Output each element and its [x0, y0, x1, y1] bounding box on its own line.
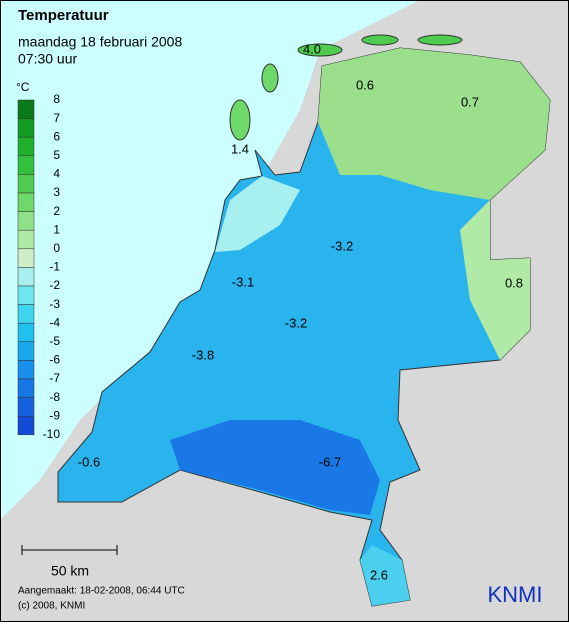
east-zone [460, 200, 530, 360]
title: Temperatuur [18, 7, 109, 24]
copyright: (c) 2008, KNMI [18, 601, 85, 612]
logo: KNMI [488, 582, 543, 607]
legend-label: -3 [49, 297, 60, 311]
legend-label: 7 [53, 111, 60, 125]
legend-label: 6 [53, 129, 60, 143]
legend-label: 2 [53, 204, 60, 218]
legend-swatch [17, 248, 35, 268]
legend-swatch [17, 378, 35, 398]
map-label: -6.7 [319, 454, 341, 469]
cool-zone [215, 176, 300, 252]
legend-label: 3 [53, 185, 60, 199]
legend-swatch [17, 267, 35, 287]
legend-label: -2 [49, 278, 60, 292]
labels: Temperatuur maandag 18 februari 2008 07:… [16, 7, 543, 612]
legend-swatch [17, 136, 35, 157]
map-label: 0.7 [461, 94, 479, 109]
island [229, 99, 251, 141]
map-label: -3.1 [232, 274, 254, 289]
time: 07:30 uur [18, 51, 77, 67]
legend-label: -1 [49, 260, 60, 274]
legend-label: -6 [49, 353, 60, 367]
legend-label: 8 [53, 92, 60, 106]
map-label: -3.2 [331, 238, 353, 253]
warm-zone [318, 48, 550, 200]
limburg-zone [360, 545, 410, 606]
legend-swatch [17, 415, 35, 436]
legend-swatch [17, 341, 35, 361]
legend-swatch [17, 192, 35, 212]
created: Aangemaakt: 18-02-2008, 06:44 UTC [18, 586, 185, 597]
legend-label: -9 [49, 408, 60, 422]
legend-label: 5 [53, 148, 60, 162]
map-label: -3.8 [192, 347, 214, 362]
legend-swatch [17, 211, 35, 231]
legend-swatch [17, 322, 35, 343]
legend-swatch [17, 304, 35, 324]
legend-swatch [17, 360, 35, 380]
legend-swatch [17, 285, 35, 305]
map-label: 0.6 [356, 77, 374, 92]
map-label: -0.6 [78, 454, 100, 469]
legend-label: -4 [49, 315, 60, 329]
map-label: -3.2 [285, 315, 307, 330]
legend-label: 1 [53, 222, 60, 236]
legend-label: 0 [53, 241, 60, 255]
legend-label: -10 [43, 427, 61, 441]
date: maandag 18 februari 2008 [18, 34, 182, 50]
island [261, 63, 279, 93]
legend-label: -7 [49, 371, 60, 385]
legend-swatch [17, 118, 35, 138]
map-label: 2.6 [370, 567, 388, 582]
legend-swatch [17, 99, 35, 119]
legend-label: 4 [53, 167, 60, 181]
scale-label: 50 km [51, 563, 89, 579]
map-label: 0.8 [505, 275, 523, 290]
map-label: 4.0 [303, 41, 321, 56]
legend-label: -5 [49, 334, 60, 348]
cold-zone [170, 420, 380, 515]
island [361, 34, 399, 46]
legend-swatch [17, 229, 35, 250]
legend-swatch [17, 397, 35, 417]
map-label: 1.4 [231, 141, 249, 156]
island [417, 34, 463, 46]
legend-swatch [17, 155, 35, 175]
legend-label: -8 [49, 390, 60, 404]
legend-swatch [17, 174, 35, 194]
island [297, 43, 343, 57]
legend-unit: °C [16, 80, 30, 94]
